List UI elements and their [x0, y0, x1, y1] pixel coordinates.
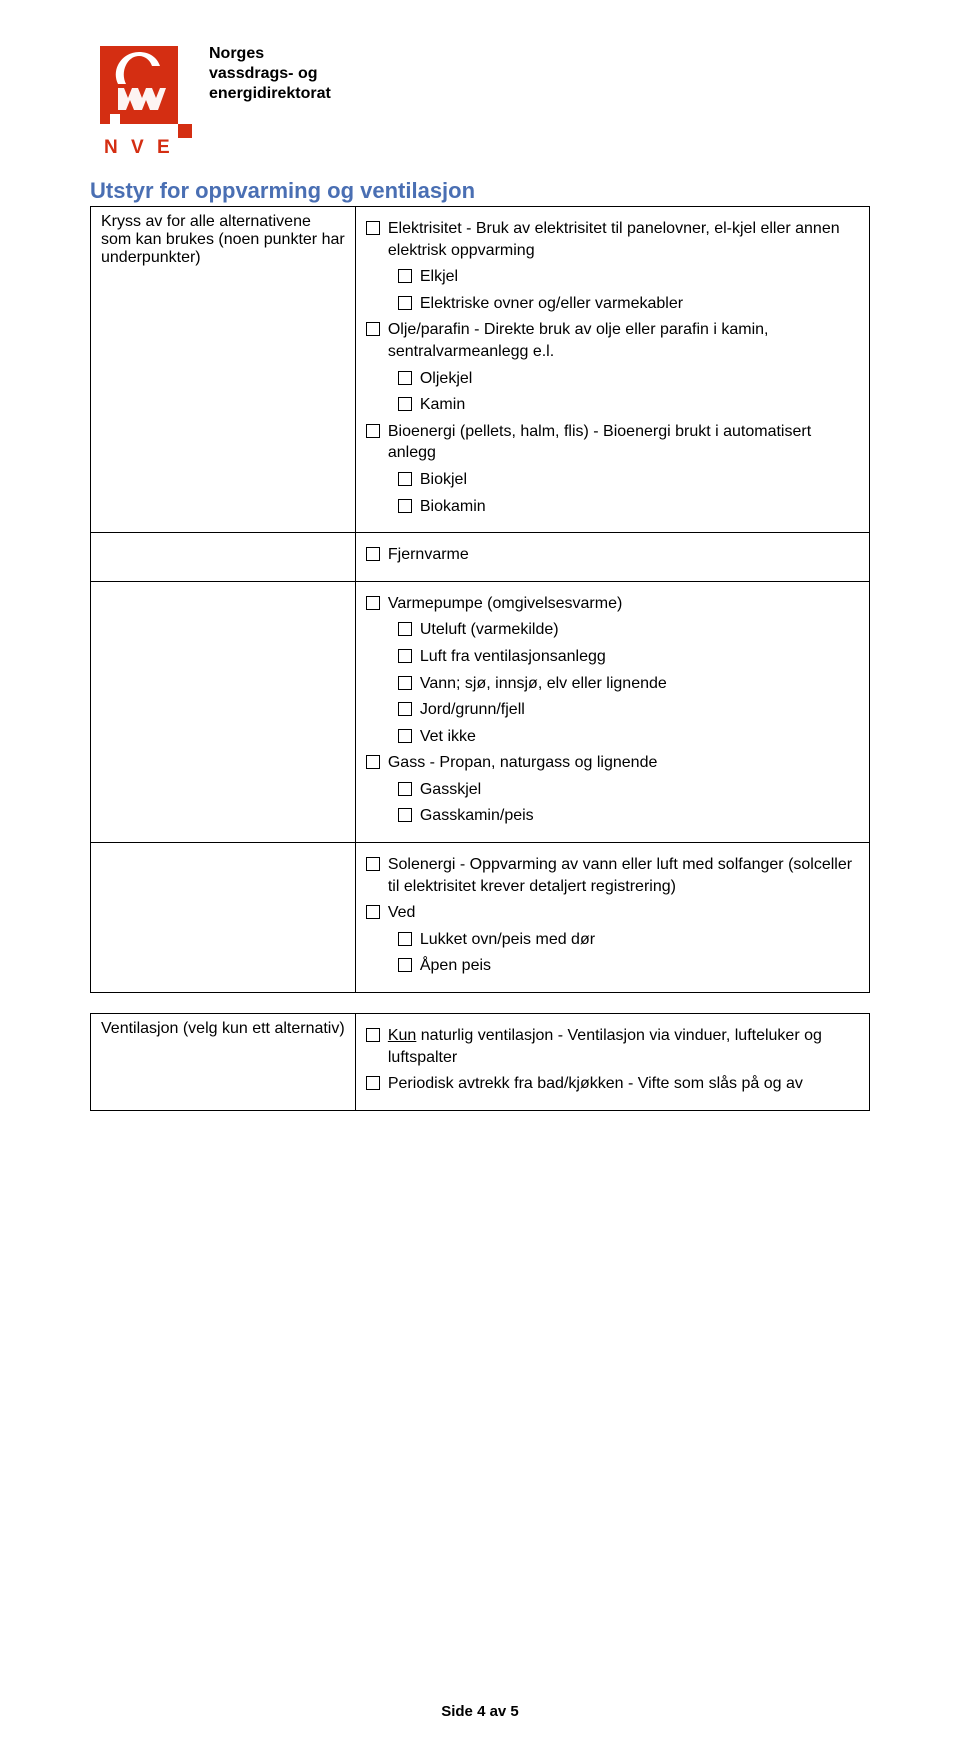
- cb-gass[interactable]: Gass - Propan, naturgass og lignende: [366, 752, 859, 774]
- heating-instructions: Kryss av for alle alternativene som kan …: [101, 213, 345, 266]
- logo-header: N V E Norges vassdrags- og energidirekto…: [90, 40, 870, 160]
- cb-gasskjel[interactable]: Gasskjel: [366, 779, 859, 801]
- logo-line3: energidirektorat: [209, 84, 331, 104]
- cb-biokjel[interactable]: Biokjel: [366, 469, 859, 491]
- logo-text: Norges vassdrags- og energidirektorat: [209, 40, 331, 104]
- heating-table: Kryss av for alle alternativene som kan …: [90, 206, 870, 993]
- ventilation-left-cell: Ventilasjon (velg kun ett alternativ): [91, 1014, 356, 1111]
- cb-gasskamin[interactable]: Gasskamin/peis: [366, 805, 859, 827]
- logo-line2: vassdrags- og: [209, 64, 331, 84]
- heating-left-cell: Kryss av for alle alternativene som kan …: [91, 207, 356, 533]
- cb-olje[interactable]: Olje/parafin - Direkte bruk av olje elle…: [366, 319, 859, 362]
- heating-right-cell-2: Fjernvarme: [355, 533, 869, 582]
- ventilation-instructions: Ventilasjon (velg kun ett alternativ): [101, 1020, 345, 1037]
- cb-luft-ventilasjon[interactable]: Luft fra ventilasjonsanlegg: [366, 646, 859, 668]
- cb-oljekjel[interactable]: Oljekjel: [366, 368, 859, 390]
- cb-fjernvarme[interactable]: Fjernvarme: [366, 544, 859, 566]
- svg-text:N V E: N V E: [104, 137, 174, 158]
- cb-solenergi[interactable]: Solenergi - Oppvarming av vann eller luf…: [366, 854, 859, 897]
- logo-line1: Norges: [209, 44, 331, 64]
- empty-left-1: [91, 533, 356, 582]
- cb-biokamin[interactable]: Biokamin: [366, 496, 859, 518]
- spacer: [90, 993, 870, 1013]
- ventilation-right-cell: Kun naturlig ventilasjon - Ventilasjon v…: [355, 1014, 869, 1111]
- cb-vetikke[interactable]: Vet ikke: [366, 726, 859, 748]
- heating-right-cell-1: Elektrisitet - Bruk av elektrisitet til …: [355, 207, 869, 533]
- cb-ved[interactable]: Ved: [366, 902, 859, 924]
- cb-elektriske-ovner[interactable]: Elektriske ovner og/eller varmekabler: [366, 293, 859, 315]
- nve-logo: N V E: [90, 40, 195, 160]
- cb-electricity[interactable]: Elektrisitet - Bruk av elektrisitet til …: [366, 218, 859, 261]
- cb-vann[interactable]: Vann; sjø, innsjø, elv eller lignende: [366, 673, 859, 695]
- ventilation-table: Ventilasjon (velg kun ett alternativ) Ku…: [90, 1013, 870, 1111]
- section-title: Utstyr for oppvarming og ventilasjon: [90, 178, 870, 204]
- cb-naturlig-ventilasjon[interactable]: Kun naturlig ventilasjon - Ventilasjon v…: [366, 1025, 859, 1068]
- cb-bioenergi[interactable]: Bioenergi (pellets, halm, flis) - Bioene…: [366, 421, 859, 464]
- cb-apen-peis[interactable]: Åpen peis: [366, 955, 859, 977]
- vent1-underlined: Kun: [388, 1027, 416, 1044]
- cb-kamin[interactable]: Kamin: [366, 394, 859, 416]
- cb-uteluft[interactable]: Uteluft (varmekilde): [366, 619, 859, 641]
- page-footer: Side 4 av 5: [0, 1703, 960, 1720]
- cb-lukket-ovn[interactable]: Lukket ovn/peis med dør: [366, 929, 859, 951]
- vent1-rest: naturlig ventilasjon - Ventilasjon via v…: [388, 1027, 822, 1066]
- heating-right-cell-3: Varmepumpe (omgivelsesvarme) Uteluft (va…: [355, 581, 869, 842]
- cb-varmepumpe[interactable]: Varmepumpe (omgivelsesvarme): [366, 593, 859, 615]
- empty-left-2: [91, 581, 356, 842]
- cb-jord[interactable]: Jord/grunn/fjell: [366, 699, 859, 721]
- cb-elkjel[interactable]: Elkjel: [366, 266, 859, 288]
- heating-right-cell-4: Solenergi - Oppvarming av vann eller luf…: [355, 843, 869, 993]
- cb-periodisk-avtrekk[interactable]: Periodisk avtrekk fra bad/kjøkken - Vift…: [366, 1073, 859, 1095]
- empty-left-3: [91, 843, 356, 993]
